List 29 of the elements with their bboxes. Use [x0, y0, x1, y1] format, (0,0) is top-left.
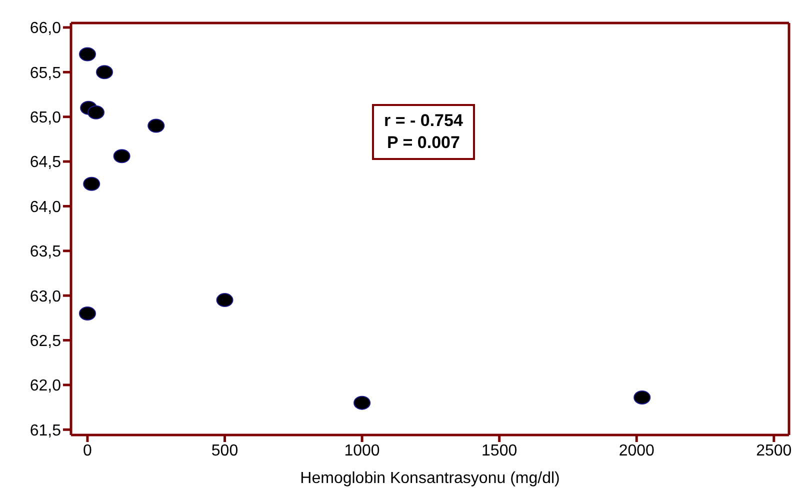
point	[96, 65, 113, 80]
x-tick-label: 2500	[756, 442, 792, 460]
y-tick-label: 64,0	[30, 198, 62, 216]
x-tick-label: 0	[83, 442, 92, 460]
y-tick-label: 63,0	[30, 288, 62, 306]
x-tick-label: 2000	[618, 442, 655, 460]
point	[354, 396, 371, 410]
y-tick-label: 62,5	[30, 332, 62, 350]
point	[634, 390, 651, 404]
y-tick-label: 65,5	[30, 64, 62, 82]
y-tick-label: 63,5	[30, 244, 62, 261]
point	[87, 105, 104, 120]
point	[113, 149, 130, 164]
point	[83, 176, 100, 191]
point	[148, 118, 165, 133]
y-tick-label: 66,0	[30, 20, 62, 38]
x-tick-label: 1000	[344, 442, 380, 460]
y-tick-label: 61,5	[30, 422, 62, 440]
y-tick-label: 62,0	[30, 378, 62, 395]
y-tick-label: 64,5	[30, 154, 62, 172]
annotation: r = - 0.754	[384, 110, 463, 132]
x-tick-label: 500	[211, 442, 238, 460]
point	[78, 47, 96, 62]
x-axis-title: Hemoglobin Konsantrasyonu (mg/dl)	[300, 470, 560, 487]
point	[78, 306, 96, 320]
y-tick-label: 65,0	[30, 110, 62, 127]
x-tick-label: 1500	[482, 442, 518, 460]
annotation: P = 0.007	[386, 132, 461, 154]
point	[216, 293, 234, 308]
